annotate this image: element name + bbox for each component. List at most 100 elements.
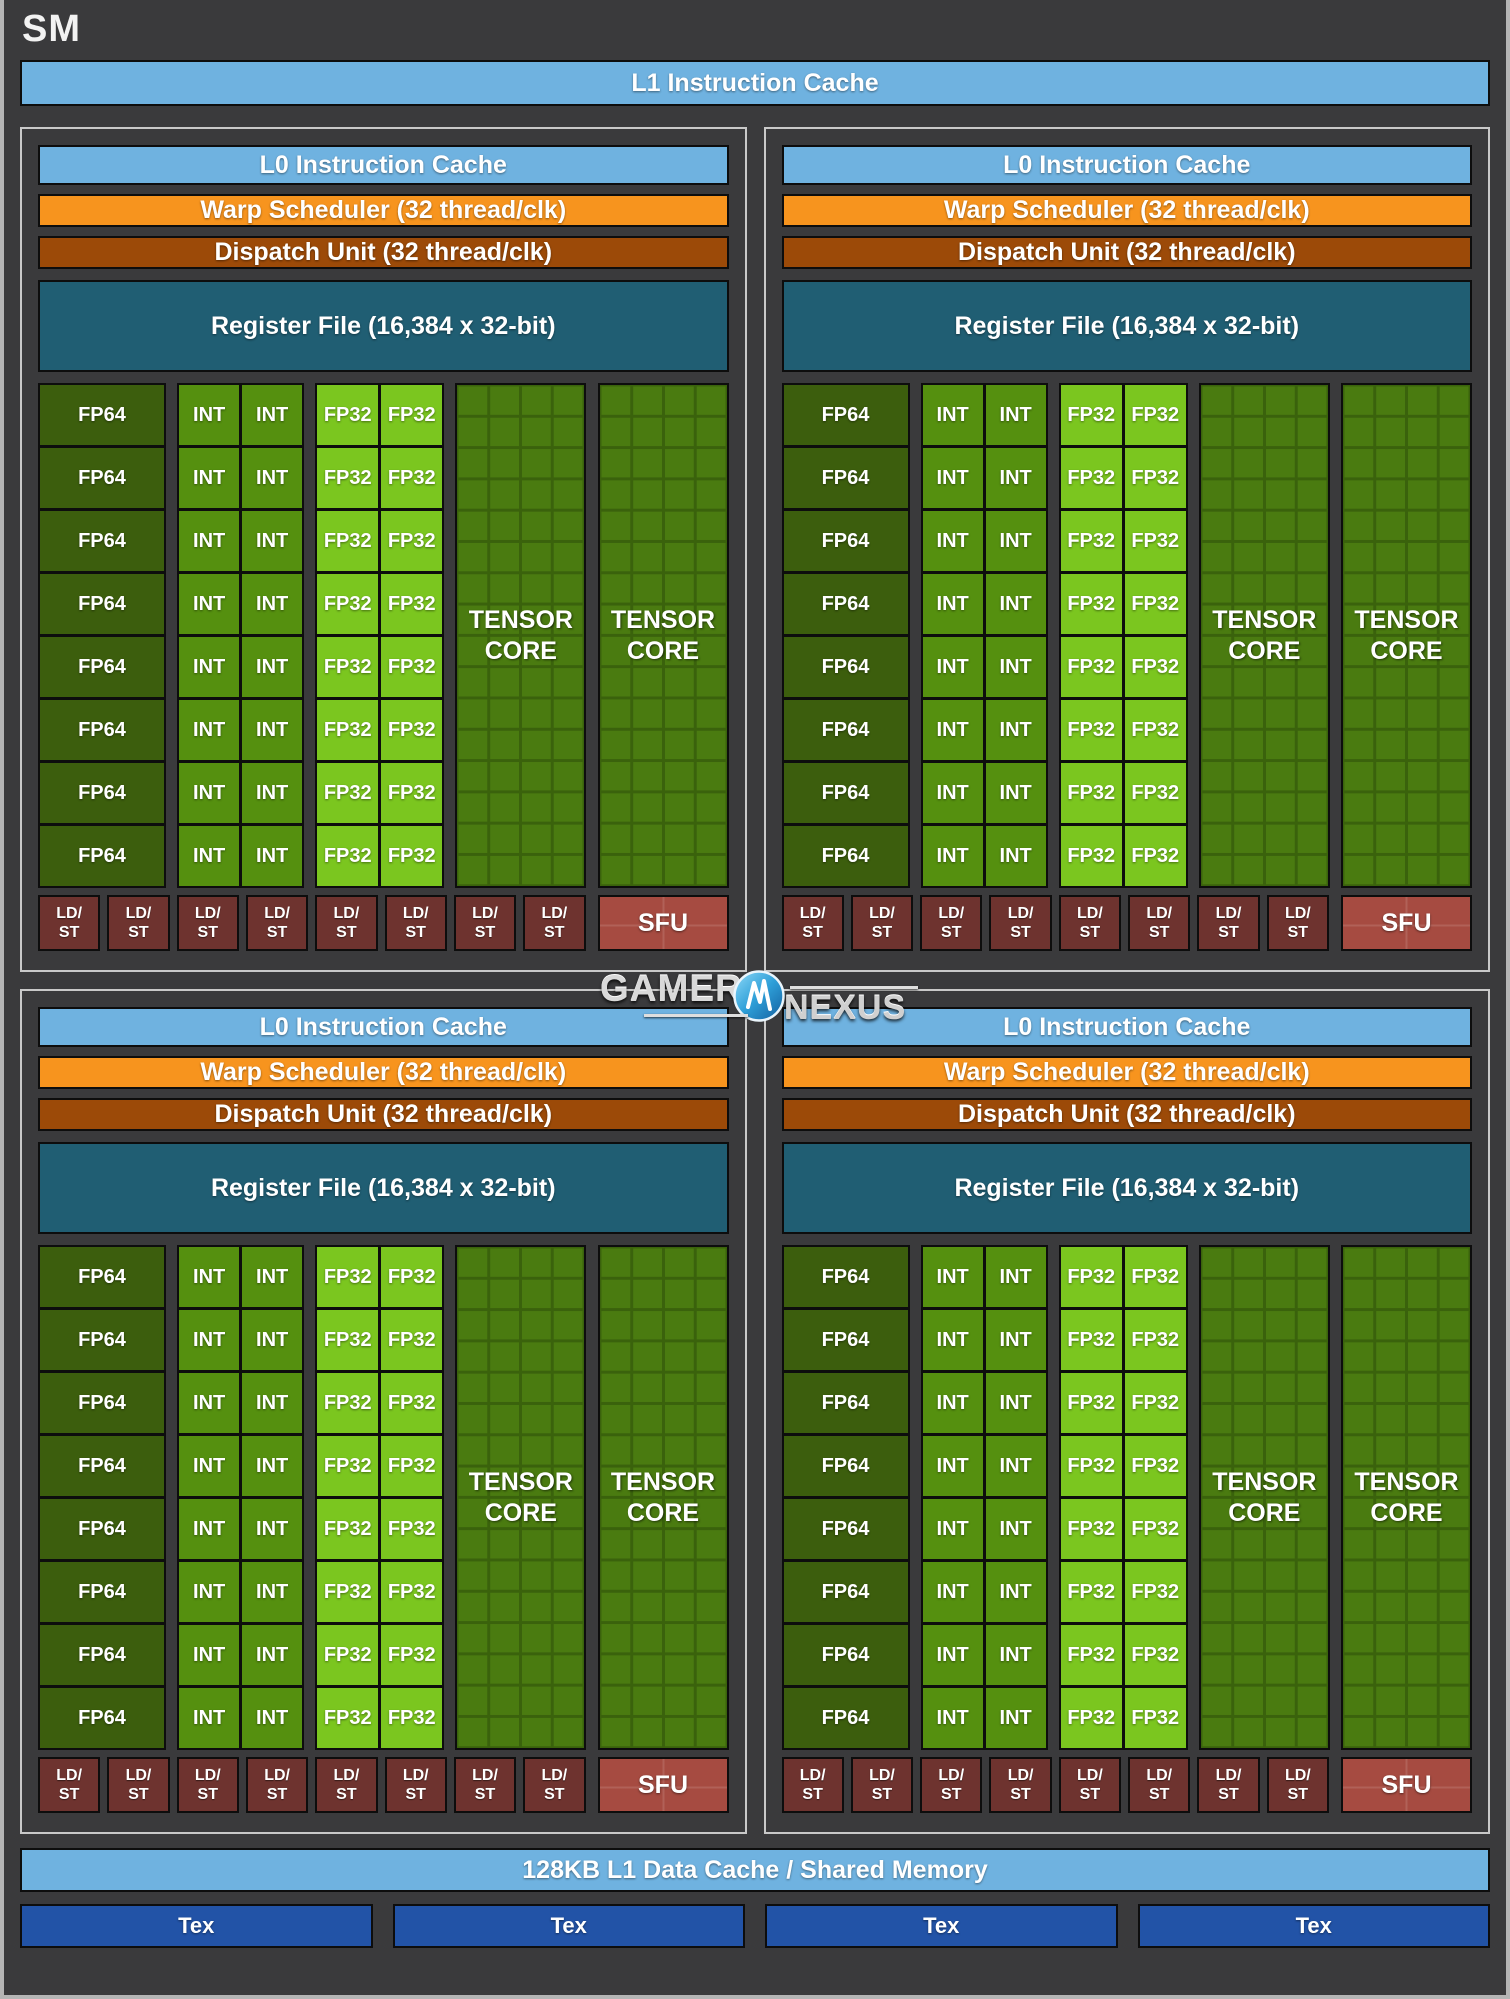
register-file-bar: Register File (16,384 x 32-bit) bbox=[38, 1142, 729, 1234]
dispatch-unit-label: Dispatch Unit (32 thread/clk) bbox=[957, 1100, 1296, 1128]
int-column: INT INT INT INT INT INT INT INT INT INT INT INT INT I… bbox=[177, 1245, 305, 1750]
int-core: INT bbox=[179, 700, 240, 760]
ldst-unit: LD/ST bbox=[245, 1757, 309, 1813]
tensor-core-label: TENSOR CORE bbox=[468, 605, 573, 665]
ldst-unit: LD/ST bbox=[315, 1757, 378, 1813]
int-core: INT bbox=[985, 1436, 1046, 1496]
ldst-group: LD/ST LD/ST LD/ST LD/ST LD/ST LD/ST LD/ST LD/ST bbox=[781, 1757, 1329, 1813]
tex-unit: Tex bbox=[765, 1904, 1118, 1948]
int-core: INT bbox=[922, 1625, 983, 1685]
warp-scheduler-bar: Warp Scheduler (32 thread/clk) bbox=[38, 194, 729, 227]
sm-title: SM bbox=[22, 8, 81, 50]
ldst-unit: LD/ST bbox=[1266, 895, 1329, 951]
fp64-core: FP64 bbox=[783, 637, 908, 697]
tensor-core: TENSOR CORE bbox=[455, 383, 587, 888]
fp64-core: FP64 bbox=[40, 700, 164, 760]
fp32-core: FP32 bbox=[1060, 448, 1122, 508]
int-core: INT bbox=[179, 1436, 240, 1496]
fp64-core: FP64 bbox=[40, 574, 164, 634]
fp32-core: FP32 bbox=[381, 448, 443, 508]
int-core: INT bbox=[985, 1688, 1046, 1748]
tensor-core-label: TENSOR CORE bbox=[468, 1467, 573, 1527]
warp-scheduler-label: Warp Scheduler (32 thread/clk) bbox=[200, 1058, 567, 1086]
fp32-core: FP32 bbox=[1124, 1625, 1186, 1685]
warp-scheduler-label: Warp Scheduler (32 thread/clk) bbox=[943, 196, 1310, 224]
fp32-core: FP32 bbox=[1124, 1688, 1186, 1748]
l1-instruction-cache-bar: L1 Instruction Cache bbox=[20, 60, 1490, 106]
core-grid: FP64 FP64 FP64 FP64 FP64 FP64 FP64 FP64 INT INT I… bbox=[38, 1245, 729, 1750]
tensor-core-label: TENSOR CORE bbox=[1354, 1467, 1459, 1527]
fp32-core: FP32 bbox=[317, 1310, 379, 1370]
int-core: INT bbox=[179, 763, 240, 823]
fp32-core: FP32 bbox=[317, 700, 379, 760]
fp64-core: FP64 bbox=[783, 1310, 908, 1370]
int-core: INT bbox=[922, 1436, 983, 1496]
ldst-unit: LD/ST bbox=[176, 895, 239, 951]
fp32-column: FP32 FP32 FP32 FP32 FP32 FP32 FP32 FP32 FP32 FP32… bbox=[1058, 1245, 1188, 1750]
ldst-unit: LD/ST bbox=[38, 895, 101, 951]
fp64-core: FP64 bbox=[40, 1499, 164, 1559]
fp32-core: FP32 bbox=[381, 763, 443, 823]
fp32-core: FP32 bbox=[1124, 574, 1186, 634]
tex-unit: Tex bbox=[1137, 1904, 1490, 1948]
int-core: INT bbox=[985, 1499, 1046, 1559]
ldst-group: LD/ST LD/ST LD/ST LD/ST LD/ST LD/ST LD/ST LD/ST bbox=[38, 1757, 586, 1813]
ldst-unit: LD/ST bbox=[453, 1757, 517, 1813]
fp32-core: FP32 bbox=[317, 637, 379, 697]
int-core: INT bbox=[922, 637, 983, 697]
register-file-bar: Register File (16,384 x 32-bit) bbox=[781, 1142, 1472, 1234]
fp64-core: FP64 bbox=[783, 1247, 908, 1307]
fp32-core: FP32 bbox=[381, 574, 443, 634]
int-core: INT bbox=[179, 1247, 240, 1307]
tex-unit: Tex bbox=[20, 1904, 373, 1948]
int-core: INT bbox=[985, 448, 1046, 508]
int-core: INT bbox=[242, 385, 303, 445]
tensor-core: TENSOR CORE bbox=[1341, 1245, 1472, 1750]
l0-instruction-cache-bar: L0 Instruction Cache bbox=[781, 1007, 1472, 1047]
fp32-core: FP32 bbox=[381, 826, 443, 886]
fp32-core: FP32 bbox=[1060, 700, 1122, 760]
fp64-core: FP64 bbox=[783, 1688, 908, 1748]
int-core: INT bbox=[922, 385, 983, 445]
fp32-core: FP32 bbox=[381, 1310, 443, 1370]
fp32-core: FP32 bbox=[1124, 1373, 1186, 1433]
l0-instruction-cache-label: L0 Instruction Cache bbox=[1003, 1012, 1251, 1041]
fp32-core: FP32 bbox=[317, 1436, 379, 1496]
int-core: INT bbox=[242, 637, 303, 697]
int-core: INT bbox=[985, 1247, 1046, 1307]
tex-unit: Tex bbox=[392, 1904, 745, 1948]
fp64-core: FP64 bbox=[783, 511, 908, 571]
ldst-unit: LD/ST bbox=[245, 895, 309, 951]
tex-row: Tex Tex Tex Tex bbox=[20, 1904, 1490, 1948]
int-core: INT bbox=[922, 1499, 983, 1559]
ldst-group: LD/ST LD/ST LD/ST LD/ST LD/ST LD/ST LD/ST LD/ST bbox=[38, 895, 586, 951]
l0-instruction-cache-bar: L0 Instruction Cache bbox=[781, 145, 1472, 185]
register-file-bar: Register File (16,384 x 32-bit) bbox=[38, 280, 729, 372]
fp32-core: FP32 bbox=[317, 1373, 379, 1433]
int-core: INT bbox=[242, 763, 303, 823]
fp64-column: FP64 FP64 FP64 FP64 FP64 FP64 FP64 FP64 bbox=[781, 1245, 910, 1750]
sm-partition: L0 Instruction Cache Warp Scheduler (32 … bbox=[20, 127, 747, 972]
dispatch-unit-label: Dispatch Unit (32 thread/clk) bbox=[214, 238, 553, 266]
fp32-core: FP32 bbox=[1124, 1310, 1186, 1370]
fp64-core: FP64 bbox=[40, 637, 164, 697]
fp32-core: FP32 bbox=[1124, 1562, 1186, 1622]
dispatch-unit-bar: Dispatch Unit (32 thread/clk) bbox=[38, 236, 729, 269]
ldst-unit: LD/ST bbox=[781, 895, 844, 951]
sm-partition: L0 Instruction Cache Warp Scheduler (32 … bbox=[763, 989, 1490, 1834]
tensor-core: TENSOR CORE bbox=[1341, 383, 1472, 888]
ldst-unit: LD/ST bbox=[1058, 1757, 1122, 1813]
ldst-unit: LD/ST bbox=[1128, 1757, 1191, 1813]
int-core: INT bbox=[179, 385, 240, 445]
fp32-core: FP32 bbox=[1060, 1499, 1122, 1559]
int-core: INT bbox=[985, 1373, 1046, 1433]
tensor-core: TENSOR CORE bbox=[1198, 383, 1330, 888]
int-core: INT bbox=[985, 511, 1046, 571]
fp32-core: FP32 bbox=[1060, 826, 1122, 886]
dispatch-unit-bar: Dispatch Unit (32 thread/clk) bbox=[38, 1098, 729, 1131]
l0-instruction-cache-bar: L0 Instruction Cache bbox=[38, 145, 729, 185]
ldst-unit: LD/ST bbox=[920, 895, 983, 951]
tensor-core-label: TENSOR CORE bbox=[1354, 605, 1459, 665]
dispatch-unit-label: Dispatch Unit (32 thread/clk) bbox=[957, 238, 1296, 266]
